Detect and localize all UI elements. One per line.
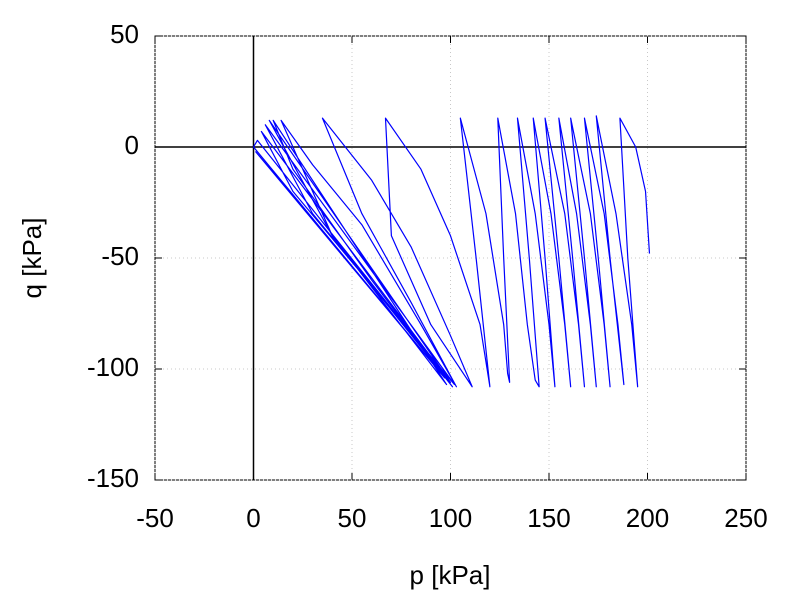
y-tick-label: 0 — [125, 130, 139, 160]
y-tick-label: -150 — [87, 463, 139, 493]
x-axis-label: p [kPa] — [410, 560, 491, 590]
x-tick-label: 200 — [626, 503, 669, 533]
x-tick-label: 100 — [429, 503, 472, 533]
x-tick-label: 50 — [338, 503, 367, 533]
x-tick-label: -50 — [136, 503, 174, 533]
x-tick-label: 0 — [246, 503, 260, 533]
x-tick-label: 250 — [724, 503, 767, 533]
y-tick-label: -50 — [101, 241, 139, 271]
y-axis-label: q [kPa] — [17, 218, 47, 299]
stress-path — [252, 115, 651, 388]
x-tick-label: 150 — [527, 503, 570, 533]
y-tick-label: -100 — [87, 352, 139, 382]
y-tick-label: 50 — [110, 19, 139, 49]
